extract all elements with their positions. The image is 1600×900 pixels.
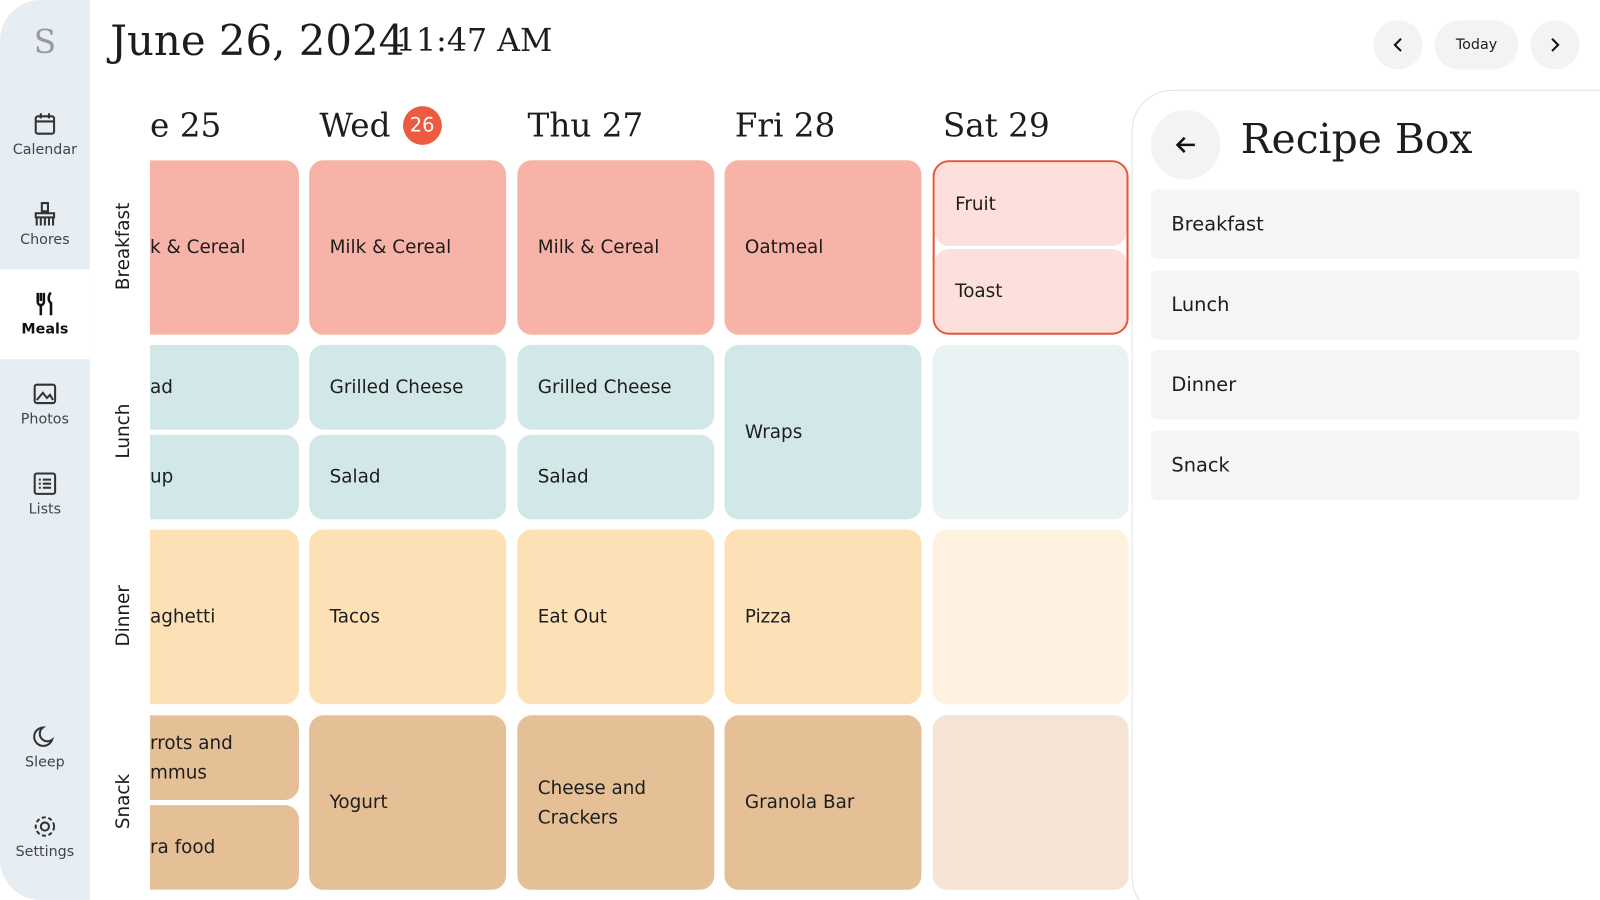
empty-slot[interactable] — [932, 344, 1129, 520]
meal-item[interactable]: Cheese and Crackers — [517, 715, 715, 890]
meal-cell[interactable]: rrots and mmus ra food — [149, 715, 299, 890]
meal-cell[interactable]: aghetti — [149, 529, 299, 705]
meal-item[interactable]: Salad — [517, 434, 715, 520]
day-label: e 25 — [149, 106, 222, 145]
day-header: Thu 27 — [528, 106, 644, 145]
day-header: Wed 26 — [319, 106, 442, 145]
meal-cell[interactable]: Tacos — [309, 529, 507, 705]
meal-item[interactable]: Salad — [309, 434, 507, 520]
nav-item[interactable]: Settings — [0, 792, 90, 882]
meal-cell[interactable]: Milk & Cereal — [517, 160, 715, 335]
next-button[interactable] — [1530, 20, 1580, 70]
meal-item[interactable]: rrots and mmus — [149, 715, 299, 800]
meal-label: Snack — [112, 773, 135, 829]
meal-label: Breakfast — [112, 202, 135, 290]
meal-item[interactable]: Fruit — [934, 162, 1127, 246]
meal-cell[interactable]: Granola Bar — [724, 715, 922, 890]
nav-label: Calendar — [12, 141, 78, 159]
meal-item[interactable]: Eat Out — [517, 529, 715, 705]
meal-cell[interactable]: Grilled Cheese Salad — [517, 344, 715, 520]
meal-cell[interactable] — [932, 715, 1129, 890]
meal-item[interactable]: Pizza — [724, 529, 922, 705]
meal-cell[interactable]: Pizza — [724, 529, 922, 705]
recipe-category[interactable]: Dinner — [1151, 349, 1580, 420]
day-label: Fri 28 — [734, 106, 836, 145]
prev-button[interactable] — [1373, 20, 1423, 70]
meal-item[interactable]: Yogurt — [309, 715, 507, 890]
meal-item[interactable]: Granola Bar — [724, 715, 922, 890]
recipe-category[interactable]: Snack — [1151, 430, 1580, 500]
meal-item[interactable]: Oatmeal — [724, 160, 922, 335]
meal-cell[interactable] — [932, 529, 1129, 705]
nav-item[interactable]: Calendar — [0, 90, 90, 180]
empty-slot[interactable] — [932, 529, 1129, 705]
meal-item[interactable]: Grilled Cheese — [517, 344, 715, 430]
meal-cell[interactable]: Milk & Cereal — [309, 160, 507, 335]
avatar[interactable]: S — [33, 22, 57, 62]
date: June 26, 2024 — [110, 16, 406, 66]
meal-item[interactable]: Toast — [934, 248, 1127, 333]
meal-item[interactable]: ad — [149, 344, 299, 430]
meal-item[interactable]: Tacos — [309, 529, 507, 705]
nav-item[interactable]: Meals — [0, 269, 90, 360]
meal-item[interactable]: k & Cereal — [149, 160, 299, 335]
day-header: Sat 29 — [943, 106, 1050, 145]
meal-cell[interactable]: Wraps — [724, 344, 922, 520]
time: 11:47 AM — [395, 22, 553, 60]
day-label: Thu 27 — [527, 106, 644, 145]
recipe-title: Recipe Box — [1240, 116, 1473, 164]
meal-item[interactable]: aghetti — [149, 529, 299, 705]
meal-cell[interactable]: Eat Out — [517, 529, 715, 705]
nav-label: Meals — [21, 321, 69, 338]
meal-item[interactable]: Milk & Cereal — [309, 160, 507, 335]
day-header: Fri 28 — [735, 106, 836, 145]
meal-item[interactable]: ra food — [149, 805, 299, 890]
back-button[interactable] — [1151, 110, 1221, 180]
today-button[interactable]: Today — [1434, 20, 1519, 70]
nav-label: Sleep — [25, 754, 65, 771]
recipe-category[interactable]: Breakfast — [1151, 189, 1580, 260]
meal-label: Lunch — [112, 403, 135, 459]
meal-cell[interactable]: Cheese and Crackers — [517, 715, 715, 890]
nav-item[interactable]: Lists — [0, 449, 90, 539]
meal-item[interactable]: up — [149, 434, 299, 520]
meal-label: Dinner — [112, 584, 135, 646]
meal-cell[interactable]: Grilled Cheese Salad — [309, 344, 507, 520]
meal-cell[interactable]: ad up — [149, 344, 299, 520]
meal-cell[interactable]: Yogurt — [309, 715, 507, 890]
day-header: e 25 — [150, 106, 221, 145]
meal-item[interactable]: Milk & Cereal — [517, 160, 715, 335]
nav-label: Photos — [20, 411, 69, 428]
day-label: Sat 29 — [942, 106, 1050, 145]
recipe-category[interactable]: Lunch — [1151, 269, 1580, 340]
nav-label: Chores — [20, 231, 70, 248]
meal-cell[interactable]: Oatmeal — [724, 160, 922, 335]
day-label: Wed — [319, 106, 391, 145]
nav-label: Lists — [28, 501, 62, 518]
nav-item[interactable]: Photos — [0, 359, 90, 449]
meal-cell[interactable] — [932, 344, 1129, 520]
empty-slot[interactable] — [932, 715, 1129, 890]
meal-item[interactable]: Grilled Cheese — [309, 344, 507, 430]
meal-cell[interactable]: k & Cereal — [149, 160, 299, 335]
day-badge: 26 — [402, 106, 442, 145]
nav-item[interactable]: Sleep — [0, 702, 90, 792]
nav-item[interactable]: Chores — [0, 180, 90, 270]
meal-cell[interactable]: Fruit Toast — [932, 160, 1129, 335]
meal-item[interactable]: Wraps — [724, 344, 922, 520]
meal-grid: e 25 Wed 26 Thu 27 Fri 28 Sat 29 Breakfast k & … — [112, 106, 1129, 890]
sidebar: S Calendar Chores Meals Photos Lists Sleep Set… — [0, 0, 90, 900]
nav-label: Settings — [15, 843, 75, 861]
